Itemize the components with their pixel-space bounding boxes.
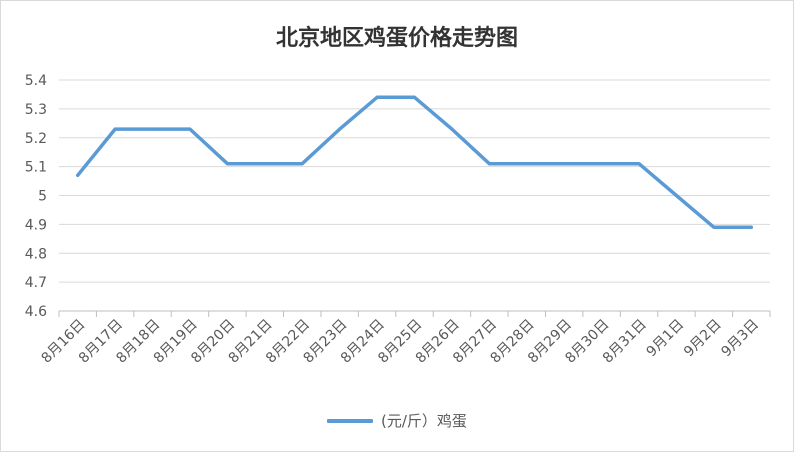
series-line	[75, 95, 754, 230]
y-tick-label: 4.7	[25, 275, 47, 291]
data-point	[188, 127, 192, 131]
data-point	[151, 127, 155, 131]
data-point	[263, 162, 267, 166]
data-point	[525, 162, 529, 166]
data-point	[600, 162, 604, 166]
y-tick-label: 5	[38, 189, 47, 205]
data-point	[375, 95, 379, 99]
y-tick-label: 5.2	[25, 131, 47, 147]
y-tick-label: 5.4	[25, 73, 47, 89]
axes	[58, 310, 771, 317]
gridlines	[59, 79, 770, 283]
data-point	[749, 225, 753, 229]
data-point	[712, 225, 716, 229]
chart-title: 北京地区鸡蛋价格走势图	[275, 26, 518, 51]
legend: (元/斤）鸡蛋	[0, 410, 794, 431]
y-tick-label: 5.1	[25, 160, 47, 176]
legend-swatch	[327, 418, 374, 423]
x-tick-labels: 8月16日8月17日8月18日8月19日8月20日8月21日8月22日8月23日…	[39, 317, 763, 367]
data-point	[637, 162, 641, 166]
data-point	[76, 173, 80, 177]
x-tick-label: 9月2日	[681, 317, 725, 361]
legend-label: (元/斤）鸡蛋	[381, 412, 467, 430]
data-point	[562, 162, 566, 166]
data-point	[487, 162, 491, 166]
y-tick-label: 4.9	[25, 217, 47, 233]
data-point	[338, 127, 342, 131]
x-tick-label: 9月1日	[644, 317, 688, 361]
data-point	[450, 127, 454, 131]
y-tick-label: 4.8	[25, 246, 47, 262]
y-tick-labels: 4.6 4.7 4.8 4.9 5 5.1 5.2 5.3 5.4	[25, 73, 47, 320]
data-point	[113, 127, 117, 131]
data-point	[413, 95, 416, 99]
data-point	[225, 162, 229, 166]
data-point	[674, 194, 678, 197]
series-layer	[75, 95, 754, 230]
y-tick-label: 4.6	[25, 304, 47, 320]
x-tick-label: 9月3日	[718, 317, 762, 361]
data-point	[300, 162, 304, 166]
y-tick-label: 5.3	[25, 102, 47, 118]
